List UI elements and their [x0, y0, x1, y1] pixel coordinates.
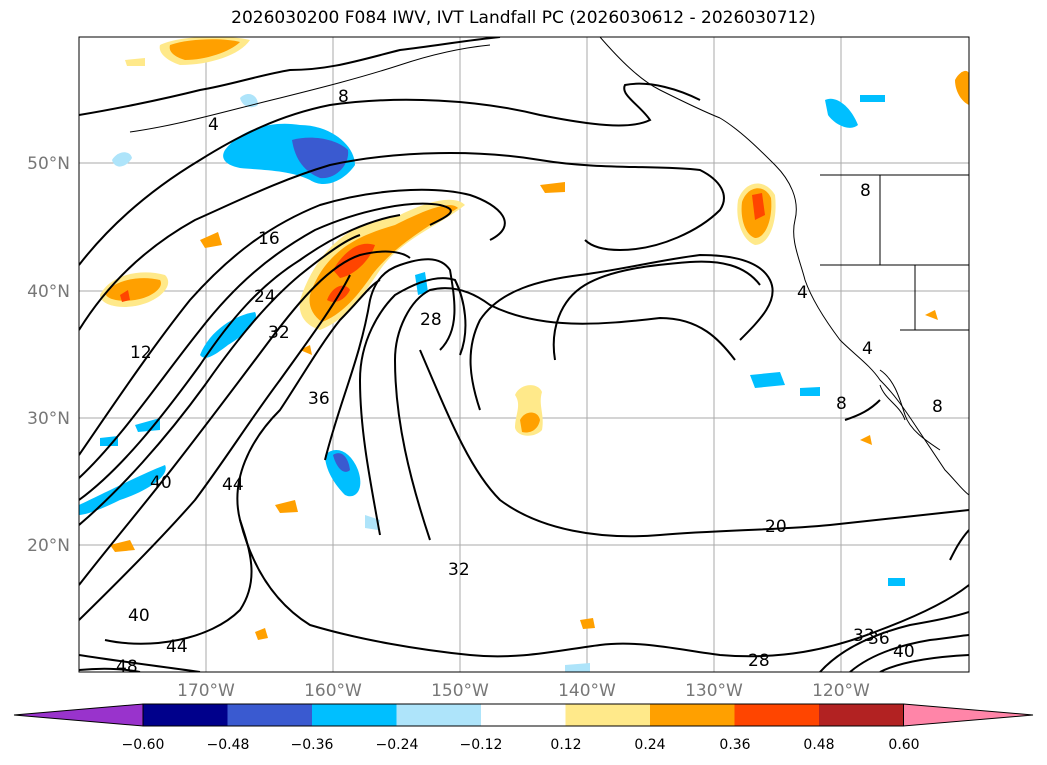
colorbar-tick: 0.36 [719, 737, 750, 753]
contour-label: 16 [258, 229, 280, 249]
contour-label: 36 [868, 629, 890, 649]
contour-label: 8 [860, 181, 871, 201]
colorbar-segment [143, 704, 228, 726]
contour-label: 8 [836, 394, 847, 414]
colorbar-segment [819, 704, 904, 726]
contour-label: 40 [150, 473, 172, 493]
colorbar-segment [481, 704, 566, 726]
lon-label: 130°W [685, 681, 743, 701]
colorbar-tick: 0.48 [803, 737, 834, 753]
colorbar-extend-max [903, 703, 1034, 727]
colorbar-segment [312, 704, 397, 726]
lon-label: 120°W [812, 681, 870, 701]
colorbar-tick: −0.60 [122, 737, 165, 753]
contour-label: 32 [448, 560, 470, 580]
lat-label: 40°N [27, 282, 70, 302]
lon-label: 140°W [558, 681, 616, 701]
contour-label: 4 [797, 283, 808, 303]
colorbar-tick: −0.36 [291, 737, 334, 753]
colorbar-segment [734, 704, 820, 726]
contour-label-group: 8 4 16 24 32 12 28 36 40 44 40 44 48 32 … [116, 87, 943, 677]
colorbar-tick: −0.48 [207, 737, 250, 753]
colorbar-segment [650, 704, 735, 726]
colorbar-tick: 0.24 [634, 737, 665, 753]
positive-patches [100, 37, 969, 640]
colorbar [13, 703, 1034, 727]
longitude-labels: 170°W 160°W 150°W 140°W 130°W 120°W [177, 681, 870, 701]
contour-label: 8 [338, 87, 349, 107]
colorbar-frame [142, 703, 904, 727]
map-frame [78, 36, 970, 673]
contour-label: 4 [862, 339, 873, 359]
colorbar-segment [396, 704, 482, 726]
colorbar-tick: −0.24 [376, 737, 419, 753]
lon-label: 170°W [177, 681, 235, 701]
coastlines [129, 37, 969, 496]
contour-label: 32 [268, 323, 290, 343]
contour-label: 44 [222, 475, 244, 495]
lat-label: 50°N [27, 154, 70, 174]
colorbar-segment [227, 704, 313, 726]
map-title: 2026030200 F084 IWV, IVT Landfall PC (20… [231, 8, 816, 28]
lat-label: 20°N [27, 536, 70, 556]
lat-label: 30°N [27, 409, 70, 429]
contour-label: 8 [932, 397, 943, 417]
lon-label: 150°W [431, 681, 489, 701]
contour-label: 33 [853, 626, 875, 646]
colorbar-ticks: −0.60 −0.48 −0.36 −0.24 −0.12 0.12 0.24 … [122, 737, 920, 753]
contour-label: 44 [166, 637, 188, 657]
contour-label: 40 [128, 606, 150, 626]
colorbar-tick: 0.60 [888, 737, 919, 753]
lon-label: 160°W [304, 681, 362, 701]
colorbar-tick: −0.12 [460, 737, 503, 753]
colorbar-tick: 0.12 [550, 737, 581, 753]
contour-label: 24 [254, 287, 276, 307]
colorbar-segment [565, 704, 651, 726]
contour-label: 48 [116, 657, 138, 677]
contour-lines [79, 37, 969, 672]
contour-label: 12 [130, 343, 152, 363]
colorbar-extend-min [13, 703, 144, 727]
contour-label: 28 [420, 310, 442, 330]
contour-label: 4 [208, 115, 219, 135]
contour-label: 40 [893, 642, 915, 662]
latitude-labels: 50°N 40°N 30°N 20°N [27, 154, 70, 556]
contour-label: 28 [748, 651, 770, 671]
contour-label: 20 [765, 517, 787, 537]
contour-label: 36 [308, 389, 330, 409]
